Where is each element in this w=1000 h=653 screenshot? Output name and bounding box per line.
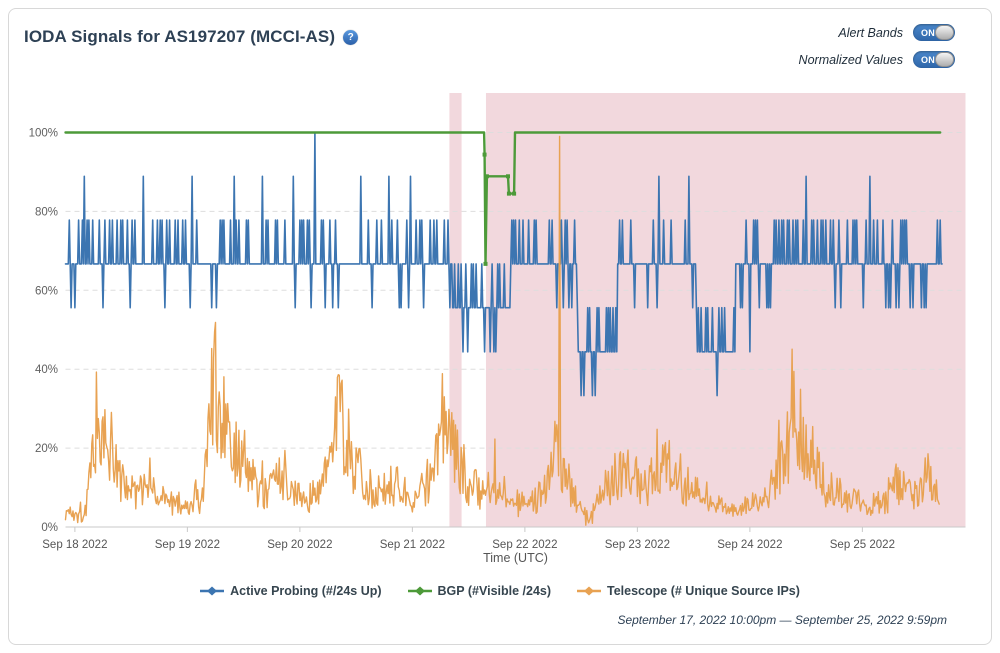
x-axis-title: Time (UTC) (483, 551, 548, 565)
bgp-point-marker (483, 261, 488, 266)
telescope-marker-icon (577, 586, 602, 596)
bgp-point-marker (484, 174, 489, 179)
alert-bands-label: Alert Bands (838, 25, 903, 40)
legend-label: Active Probing (#/24s Up) (230, 584, 382, 598)
help-icon[interactable]: ? (343, 29, 359, 45)
series-active-probing[interactable] (64, 131, 943, 397)
x-axis-label: Sep 25 2022 (830, 539, 895, 551)
chart-controls: Alert Bands ON Normalized Values ON (799, 24, 955, 78)
series-bgp[interactable] (64, 131, 942, 266)
normalized-values-label: Normalized Values (798, 52, 903, 67)
legend-label: BGP (#Visible /24s) (437, 584, 552, 598)
alert-bands-toggle-state: ON (921, 27, 936, 38)
alert-bands-control: Alert Bands ON (799, 24, 955, 41)
legend-item-telescope[interactable]: Telescope (# Unique Source IPs) (577, 584, 800, 598)
alert-band (485, 93, 966, 527)
page-title: IODA Signals for AS197207 (MCCI-AS) (24, 27, 336, 46)
bgp-point-marker (506, 174, 510, 179)
legend-item-active-probing[interactable]: Active Probing (#/24s Up) (200, 584, 382, 598)
time-range-label: September 17, 2022 10:00pm — September 2… (617, 613, 947, 627)
normalized-values-toggle-knob[interactable] (935, 52, 954, 67)
bgp-marker-icon (407, 586, 432, 596)
x-axis-label: Sep 19 2022 (155, 539, 220, 551)
bgp-point-marker (512, 191, 517, 196)
x-axis-label: Sep 22 2022 (492, 539, 557, 551)
active-probing-marker-icon (200, 586, 225, 596)
y-axis-label: 80% (35, 206, 58, 218)
y-axis-label: 40% (35, 364, 58, 376)
legend-label: Telescope (# Unique Source IPs) (607, 584, 800, 598)
bgp-point-marker (482, 152, 487, 157)
y-axis-label: 60% (35, 285, 58, 297)
normalized-values-control: Normalized Values ON (799, 51, 955, 68)
alert-bands-toggle-knob[interactable] (935, 25, 954, 40)
x-axis-label: Sep 21 2022 (380, 539, 445, 551)
ioda-signals-panel (8, 8, 992, 645)
alert-bands-toggle[interactable]: ON (913, 24, 955, 41)
y-axis-label: 20% (35, 443, 58, 455)
panel-header: IODA Signals for AS197207 (MCCI-AS) ? (24, 27, 359, 47)
y-axis-label: 0% (41, 522, 58, 534)
x-axis-label: Sep 23 2022 (605, 539, 670, 551)
normalized-values-toggle-state: ON (921, 54, 936, 65)
y-axis-label: 100% (29, 128, 58, 140)
normalized-values-toggle[interactable]: ON (913, 51, 955, 68)
x-axis-label: Sep 20 2022 (267, 539, 332, 551)
series-telescope[interactable] (64, 135, 940, 526)
bgp-point-marker (506, 191, 511, 196)
x-axis-label: Sep 24 2022 (717, 539, 782, 551)
legend-item-bgp[interactable]: BGP (#Visible /24s) (407, 584, 552, 598)
chart-legend: Active Probing (#/24s Up) BGP (#Visible … (0, 584, 1000, 598)
x-axis-label: Sep 18 2022 (42, 539, 107, 551)
